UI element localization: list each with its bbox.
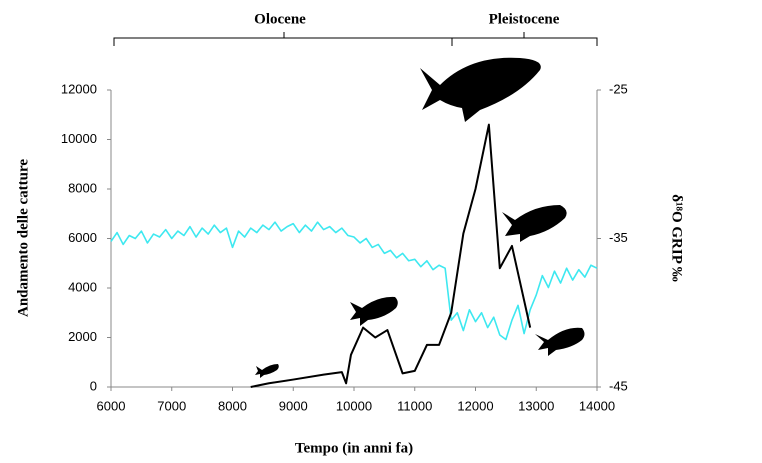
fish-icon <box>350 296 398 326</box>
period-bracket <box>113 32 598 46</box>
x-tick-label: 6000 <box>97 398 126 413</box>
annotation: Pleistocene <box>489 11 560 27</box>
x-tick-label: 8000 <box>218 398 247 413</box>
fish-icon <box>255 364 279 378</box>
y-tick-label: 4000 <box>68 279 97 294</box>
x-tick-label: 13000 <box>518 398 554 413</box>
fish-icons <box>255 57 585 378</box>
y2-tick-label: -25 <box>609 81 628 96</box>
series-line <box>250 123 532 388</box>
y-tick-label: 0 <box>90 378 97 393</box>
x-tick-label: 12000 <box>457 398 493 413</box>
annotation: Olocene <box>254 11 306 27</box>
y-tick-label: 8000 <box>68 180 97 195</box>
y-tick-label: 10000 <box>61 131 97 146</box>
series-line <box>110 221 598 341</box>
x-tick-label: 7000 <box>157 398 186 413</box>
y-tick-label: 2000 <box>68 329 97 344</box>
x-tick-label: 14000 <box>579 398 615 413</box>
x-tick-label: 11000 <box>397 398 432 413</box>
fish-icon <box>502 205 567 242</box>
fish-icon <box>535 327 585 356</box>
fish-icon <box>420 57 541 122</box>
x-tick-label: 10000 <box>336 398 372 413</box>
x-tick-label: 9000 <box>279 398 308 413</box>
y-axis-label: Andamento delle catture <box>15 159 31 317</box>
y2-tick-label: -35 <box>609 230 628 245</box>
y2-tick-label: -45 <box>609 378 628 393</box>
x-axis-label: Tempo (in anni fa) <box>295 440 413 456</box>
y-tick-label: 6000 <box>68 230 97 245</box>
y2-axis-label: δ¹⁸O GRIP ‰ <box>669 194 685 282</box>
plot-area: 0 2000 4000 6000 8000 10000 12000 -45 -35 -25 6000… <box>61 81 628 413</box>
y-tick-label: 12000 <box>61 81 97 96</box>
